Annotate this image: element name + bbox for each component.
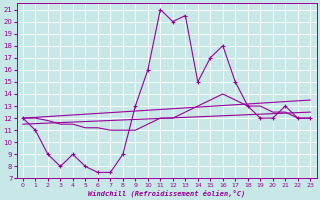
X-axis label: Windchill (Refroidissement éolien,°C): Windchill (Refroidissement éolien,°C) — [88, 189, 245, 197]
